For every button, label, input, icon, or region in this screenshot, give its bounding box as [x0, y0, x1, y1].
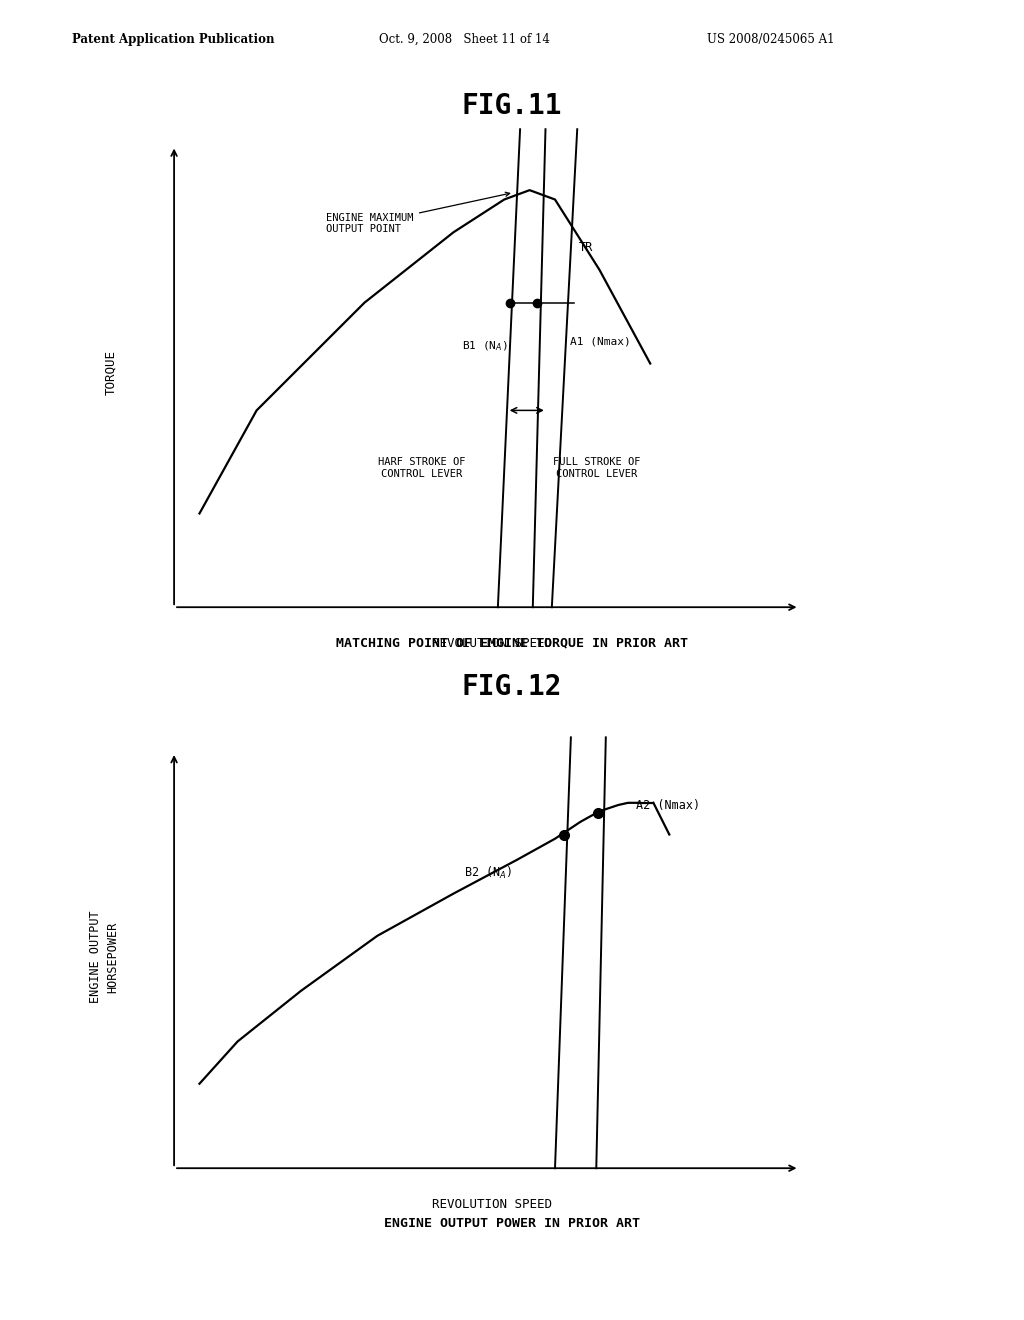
Text: ENGINE OUTPUT POWER IN PRIOR ART: ENGINE OUTPUT POWER IN PRIOR ART: [384, 1217, 640, 1230]
Text: A2 (Nmax): A2 (Nmax): [636, 799, 700, 812]
Text: REVOLUTION SPEED: REVOLUTION SPEED: [431, 1199, 552, 1212]
Text: B1 (N$_A$): B1 (N$_A$): [462, 339, 507, 354]
Text: REVOLUTION SPEED: REVOLUTION SPEED: [431, 638, 552, 649]
Text: FULL STROKE OF
CONTROL LEVER: FULL STROKE OF CONTROL LEVER: [553, 457, 640, 479]
Text: FIG.12: FIG.12: [462, 673, 562, 701]
Text: TR: TR: [580, 242, 593, 253]
Text: HARF STROKE OF
CONTROL LEVER: HARF STROKE OF CONTROL LEVER: [378, 457, 466, 479]
Text: US 2008/0245065 A1: US 2008/0245065 A1: [707, 33, 835, 46]
Text: Oct. 9, 2008   Sheet 11 of 14: Oct. 9, 2008 Sheet 11 of 14: [379, 33, 550, 46]
Text: A1 (Nmax): A1 (Nmax): [570, 337, 631, 347]
Text: TORQUE: TORQUE: [104, 350, 117, 396]
Text: ENGINE MAXIMUM
OUTPUT POINT: ENGINE MAXIMUM OUTPUT POINT: [327, 193, 510, 235]
Text: ENGINE OUTPUT
HORSEPOWER: ENGINE OUTPUT HORSEPOWER: [89, 911, 119, 1003]
Text: Patent Application Publication: Patent Application Publication: [72, 33, 274, 46]
Text: B2 (N$_A$): B2 (N$_A$): [464, 865, 512, 880]
Text: MATCHING POINT OF EMGINE TORQUE IN PRIOR ART: MATCHING POINT OF EMGINE TORQUE IN PRIOR…: [336, 636, 688, 649]
Text: FIG.11: FIG.11: [462, 92, 562, 120]
